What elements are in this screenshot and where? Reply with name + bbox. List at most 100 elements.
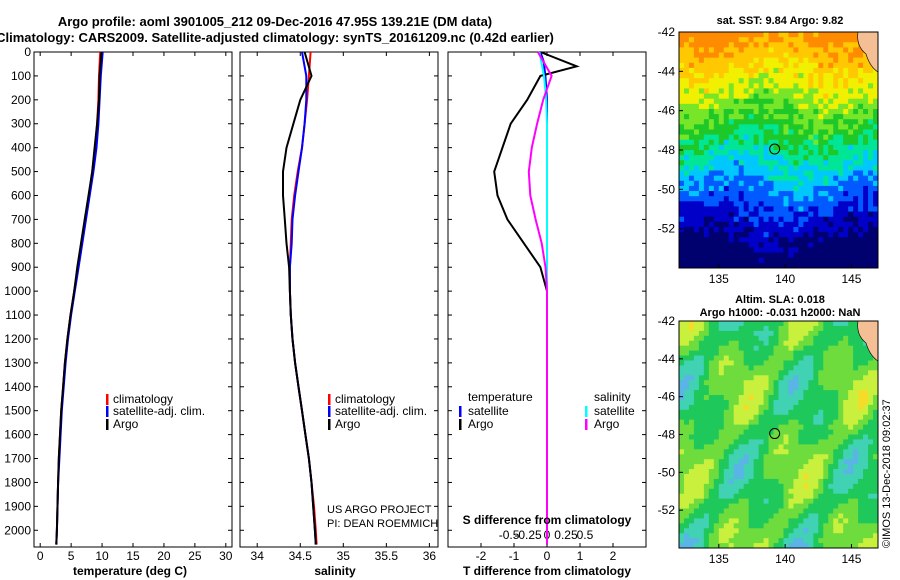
map-cell [863,191,869,197]
map-cell [788,47,794,53]
map-cell [679,242,685,248]
map-cell [863,404,869,411]
map-cell [843,155,849,161]
map-cell [843,247,849,254]
map-cell [723,237,730,243]
map-cell [778,370,784,376]
map-cell [743,196,750,202]
map-cell [688,129,695,136]
map-cell [728,170,735,177]
map-cell [828,321,834,327]
map-cell [728,365,735,371]
map-cell [688,252,695,259]
map-cell [723,257,730,264]
map-cell [818,57,824,64]
map-cell [748,201,755,207]
map-cell [748,83,755,89]
map-cell [758,124,764,130]
map-cell [713,434,720,440]
map-cell [833,345,839,351]
map-cell [868,211,874,218]
map-cell [728,503,735,509]
map-cell [858,88,864,94]
map-cell [748,165,755,171]
map-cell [753,503,760,509]
map-cell [713,32,720,38]
map-cell [683,252,690,259]
map-cell [813,469,819,475]
map-cell [758,170,764,177]
map-cell [718,464,725,470]
map-cell [758,523,764,529]
map-cell [738,340,745,347]
map-cell [793,155,799,161]
map-cell [798,483,804,490]
map-cell [698,380,705,386]
map-cell [758,52,764,59]
map-cell [688,37,695,43]
map-cell [763,350,769,356]
map-cell [768,170,774,177]
map-cell [708,350,715,356]
map-cell [853,160,859,166]
map-cell [823,221,829,228]
map-cell [679,385,685,391]
map-cell [713,42,720,48]
map-cell [713,108,720,115]
map-cell [693,385,700,391]
map-cell [748,139,755,146]
map-cell [858,399,864,406]
map-cell [783,232,789,238]
map-cell [823,444,829,450]
map-cell [803,385,809,391]
map-cell [848,380,854,386]
map-cell [708,78,715,84]
map-cell [738,330,745,337]
map-cell [748,196,755,202]
sla-map-subtitle: Argo h1000: -0.031 h2000: NaN [700,307,861,319]
map-cell [733,429,740,435]
map-cell [768,98,774,105]
map-cell [723,139,730,146]
map-cell [813,78,819,84]
map-cell [679,42,685,48]
map-cell [698,404,705,411]
map-cell [843,52,849,59]
map-cell [748,419,755,426]
map-cell [833,454,839,460]
map-cell [688,513,695,519]
legend-group-salinity: salinity [594,390,631,404]
map-cell [738,170,745,177]
map-cell [818,399,824,406]
map-cell [733,83,740,89]
legend-label-argo: Argo [113,417,139,431]
map-x-tick-label: 145 [841,272,861,286]
map-cell [763,513,769,519]
map-cell [698,444,705,450]
map-cell [848,221,854,228]
map-cell [743,252,750,259]
map-cell [793,262,799,269]
map-cell [718,355,725,361]
map-cell [733,434,740,440]
map-cell [803,483,809,490]
map-cell [738,449,745,455]
map-cell [773,252,779,259]
map-cell [838,335,844,342]
map-cell [798,321,804,327]
s-tick-label: 0.25 [554,528,578,542]
map-cell [753,119,760,125]
map-cell [823,488,829,495]
map-cell [768,543,774,549]
map-cell [863,444,869,450]
map-cell [713,114,720,120]
map-cell [683,155,690,161]
map-cell [768,523,774,529]
map-cell [783,424,789,430]
map-cell [728,78,735,84]
map-cell [758,459,764,465]
map-cell [733,380,740,386]
map-cell [683,185,690,192]
map-cell [768,518,774,524]
map-cell [868,513,874,519]
